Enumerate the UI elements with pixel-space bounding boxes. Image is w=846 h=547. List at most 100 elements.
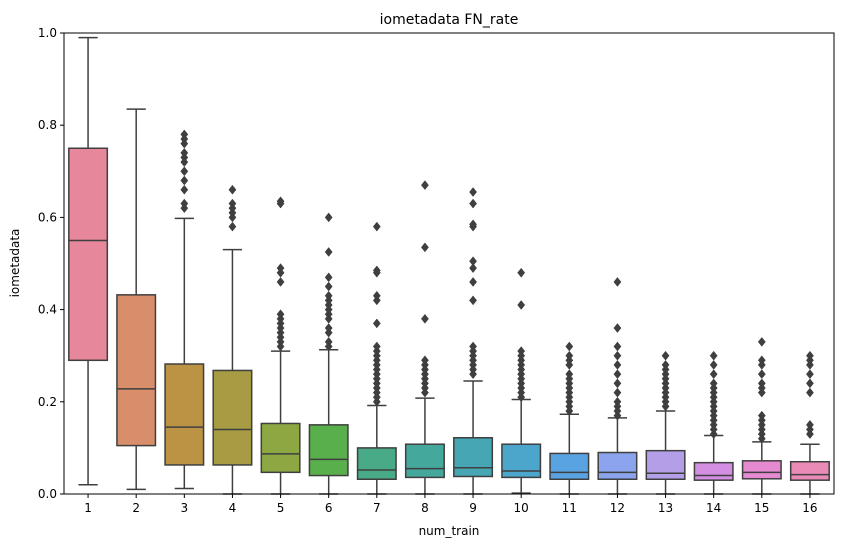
y-tick-label: 1.0 — [38, 26, 57, 40]
outlier-point — [565, 350, 574, 361]
box-11 — [549, 341, 590, 495]
box-2 — [116, 108, 157, 491]
x-tick-label: 14 — [706, 501, 721, 515]
outlier-point — [613, 387, 622, 398]
outlier-point — [757, 369, 766, 380]
outlier-point — [469, 198, 477, 209]
outlier-point — [180, 147, 189, 158]
outlier-point — [565, 341, 574, 352]
x-axis: 1 2 3 4 5 6 7 8 9 10 11 12 13 14 15 16 — [84, 494, 818, 515]
outlier-point — [565, 369, 574, 380]
box-body — [116, 294, 157, 447]
outlier-point — [276, 263, 285, 274]
outlier-point — [469, 277, 477, 287]
x-tick-label: 6 — [325, 501, 333, 515]
boxes-layer — [68, 36, 830, 495]
box-7 — [356, 221, 397, 495]
x-tick-label: 12 — [610, 501, 625, 515]
x-tick-label: 4 — [229, 501, 237, 515]
box-body — [404, 443, 445, 479]
box-8 — [404, 180, 445, 495]
y-axis: 0.0 0.2 0.4 0.6 0.8 1.0 — [38, 26, 64, 501]
chart-title: iometadata FN_rate — [380, 12, 519, 28]
outlier-point — [469, 295, 477, 306]
outlier-point — [372, 318, 381, 329]
outlier-point — [613, 396, 622, 407]
box-15 — [741, 336, 782, 495]
outlier-point — [276, 277, 285, 287]
outlier-point — [180, 184, 189, 195]
outlier-point — [180, 175, 189, 186]
x-tick-label: 15 — [754, 501, 769, 515]
outlier-point — [324, 336, 333, 347]
box-body — [501, 443, 542, 479]
outlier-point — [661, 360, 670, 370]
outlier-point — [324, 323, 333, 333]
outlier-point — [613, 277, 622, 287]
outlier-point — [806, 419, 814, 430]
outlier-point — [276, 309, 285, 320]
box-4 — [212, 184, 253, 495]
outlier-point — [806, 387, 814, 398]
x-tick-label: 1 — [84, 501, 92, 515]
outlier-point — [613, 350, 622, 361]
x-tick-label: 11 — [562, 501, 577, 515]
x-tick-label: 2 — [132, 501, 140, 515]
box-9 — [453, 187, 494, 495]
box-body — [597, 451, 638, 480]
outlier-point — [806, 350, 814, 361]
box-12 — [597, 277, 638, 495]
outlier-point — [613, 341, 622, 352]
outlier-point — [613, 360, 622, 370]
outlier-point — [469, 219, 477, 230]
outlier-point — [469, 341, 477, 352]
x-tick-label: 3 — [180, 501, 188, 515]
box-body — [212, 369, 253, 466]
box-body — [645, 449, 686, 480]
x-tick-label: 13 — [658, 501, 673, 515]
y-tick-label: 0.6 — [38, 210, 57, 224]
box-14 — [693, 350, 734, 495]
outlier-point — [324, 272, 333, 283]
box-10 — [501, 267, 542, 494]
outlier-point — [613, 323, 622, 333]
box-body — [789, 460, 830, 481]
plot-frame — [63, 32, 835, 495]
outlier-point — [517, 300, 526, 310]
outlier-point — [180, 129, 189, 140]
outlier-point — [421, 355, 429, 366]
outlier-point — [709, 378, 718, 389]
outlier-point — [324, 290, 333, 301]
outlier-point — [180, 198, 189, 209]
outlier-point — [228, 184, 237, 195]
outlier-point — [661, 350, 670, 361]
outlier-point — [276, 196, 285, 207]
box-5 — [260, 196, 301, 495]
outlier-point — [613, 378, 622, 389]
box-body — [68, 147, 109, 362]
y-tick-label: 0.2 — [38, 395, 57, 409]
outlier-point — [372, 341, 381, 352]
outlier-point — [469, 187, 477, 197]
outlier-point — [709, 369, 718, 380]
box-body — [164, 363, 205, 466]
box-body — [308, 424, 349, 477]
outlier-point — [757, 355, 766, 366]
box-16 — [789, 350, 830, 495]
outlier-point — [757, 378, 766, 389]
outlier-point — [517, 267, 526, 278]
x-tick-label: 8 — [421, 501, 429, 515]
outlier-point — [757, 336, 766, 347]
outlier-point — [372, 265, 381, 276]
x-tick-label: 7 — [373, 501, 381, 515]
box-body — [260, 422, 301, 474]
outlier-point — [709, 360, 718, 370]
x-tick-label: 5 — [277, 501, 285, 515]
x-tick-label: 10 — [514, 501, 529, 515]
outlier-point — [469, 263, 477, 274]
outlier-point — [180, 166, 189, 177]
y-tick-label: 0.8 — [38, 118, 57, 132]
box-body — [549, 452, 590, 480]
outlier-point — [228, 198, 237, 209]
